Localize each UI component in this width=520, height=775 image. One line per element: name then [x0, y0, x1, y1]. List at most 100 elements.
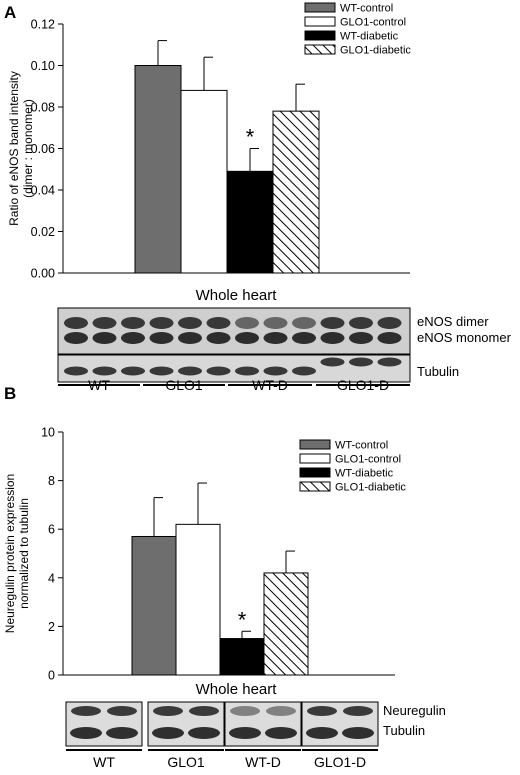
legend-label-wt-diabetic: WT-diabetic — [340, 31, 399, 43]
panel-letter-b: B — [4, 384, 17, 403]
neuregulin-band — [343, 706, 373, 716]
enos-dimer-band — [263, 317, 288, 329]
tubulin-band — [188, 727, 220, 739]
tubulin-band — [342, 727, 374, 739]
tubulin-band — [320, 357, 345, 367]
legend-swatch-wt-control — [299, 439, 331, 450]
y-tick-label: 0 — [48, 669, 55, 683]
band-label-tubulin: Tubulin — [417, 364, 459, 379]
enos-dimer-band — [292, 317, 316, 329]
enos-monomer-band — [149, 332, 174, 344]
legend-swatch-glo1-control — [304, 16, 336, 27]
y-tick-label: 4 — [48, 571, 55, 585]
enos-monomer-band — [263, 332, 288, 344]
y-tick-label: 0.04 — [31, 184, 55, 198]
tubulin-band — [206, 366, 231, 376]
tubulin-band — [377, 357, 402, 367]
bar-wt-control — [131, 535, 177, 676]
tubulin-band — [178, 366, 202, 376]
enos-dimer-band — [206, 317, 231, 329]
group-label-glo1-d: GLO1-D — [314, 754, 366, 770]
enos-dimer-band — [320, 317, 345, 329]
enos-monomer-band — [320, 332, 345, 344]
enos-dimer-band — [178, 317, 202, 329]
enos-monomer-band — [377, 332, 402, 344]
enos-monomer-band — [235, 332, 259, 344]
x-axis-label: Whole heart — [196, 287, 278, 304]
group-label-wt: WT — [88, 377, 110, 390]
legend-label-glo1-diabetic: GLO1-diabetic — [335, 482, 406, 494]
neuregulin-band — [230, 706, 260, 716]
legend-swatch-wt-diabetic — [304, 30, 336, 41]
y-tick-label: 0.06 — [31, 142, 55, 156]
bar-glo1-control — [175, 523, 221, 676]
y-axis-title-line: Neuregulin protein expression — [3, 474, 17, 633]
y-axis-title-line: Ratio of eNOS band intensity — [7, 71, 21, 226]
group-label-glo1-d: GLO1-D — [337, 377, 389, 390]
significance-marker: * — [246, 125, 255, 150]
neuregulin-band — [153, 706, 183, 716]
neuregulin-band — [307, 706, 337, 716]
chart-a: 0.00 0.02 0.04 0.06 0.08 0.10 0.12 Ratio of eNO… — [7, 2, 512, 390]
x-axis-label: Whole heart — [196, 681, 278, 698]
y-tick-label: 8 — [48, 474, 55, 488]
legend-swatch-glo1-diabetic — [299, 481, 331, 492]
tubulin-band — [121, 366, 145, 376]
y-axis-title-line: (dimer : monomer) — [21, 99, 35, 198]
y-tick-label: 6 — [48, 523, 55, 537]
y-tick-label: 0.02 — [31, 225, 55, 239]
tubulin-band — [106, 727, 138, 739]
tubulin-band — [229, 727, 261, 739]
group-label-wt: WT — [93, 754, 115, 770]
legend-swatch-wt-control — [304, 2, 336, 13]
tubulin-band — [92, 366, 117, 376]
legend-label-glo1-diabetic: GLO1-diabetic — [340, 45, 411, 57]
tubulin-band — [152, 727, 184, 739]
tubulin-band — [306, 727, 338, 739]
bar-glo1-control — [180, 89, 228, 274]
group-label-wt-d: WT-D — [245, 754, 281, 770]
y-tick-label: 2 — [48, 620, 55, 634]
tubulin-band — [70, 727, 102, 739]
tubulin-band — [263, 366, 288, 376]
panel-letter-a: A — [4, 3, 17, 22]
legend-swatch-glo1-control — [299, 453, 331, 464]
neuregulin-band — [71, 706, 101, 716]
y-axis-title: Neuregulin protein expressionnormalized … — [3, 474, 31, 633]
band-label-enos-monomer: eNOS monomer — [417, 330, 512, 345]
bar-wt-diabetic — [226, 170, 274, 274]
enos-monomer-band — [64, 332, 88, 344]
enos-monomer-band — [349, 332, 373, 344]
tubulin-band — [235, 366, 259, 376]
neuregulin-band — [107, 706, 137, 716]
band-label-tubulin: Tubulin — [383, 723, 425, 738]
legend-label-glo1-control: GLO1-control — [340, 17, 406, 29]
y-tick-label: 0.10 — [31, 59, 55, 73]
enos-dimer-band — [377, 317, 402, 329]
enos-dimer-band — [121, 317, 145, 329]
bar-glo1-diabetic — [272, 110, 320, 274]
tubulin-band — [149, 366, 174, 376]
legend-label-wt-diabetic: WT-diabetic — [335, 468, 394, 480]
bar-wt-diabetic — [219, 638, 265, 676]
legend-label-wt-control: WT-control — [335, 440, 388, 452]
y-tick-label: 0.12 — [31, 18, 55, 32]
enos-monomer-band — [292, 332, 316, 344]
neuregulin-band — [189, 706, 219, 716]
legend-label-wt-control: WT-control — [340, 3, 393, 15]
group-label-wt-d: WT-D — [252, 377, 288, 390]
y-tick-label: 0.00 — [31, 267, 55, 281]
tubulin-band — [349, 357, 373, 367]
legend-label-glo1-control: GLO1-control — [335, 454, 401, 466]
y-axis-title: Ratio of eNOS band intensity(dimer : mon… — [7, 71, 35, 226]
band-label-neuregulin: Neuregulin — [383, 703, 446, 718]
enos-blot-image — [57, 307, 411, 355]
chart-b: 0 2 4 6 8 10 Neuregulin protein expressionnorm… — [3, 426, 446, 771]
tubulin-band — [265, 727, 297, 739]
legend-swatch-glo1-diabetic — [304, 44, 336, 55]
tubulin-band — [292, 366, 316, 376]
band-label-enos-dimer: eNOS dimer — [417, 314, 489, 329]
y-axis-title-line: normalized to tubulin — [17, 498, 31, 609]
enos-dimer-band — [149, 317, 174, 329]
enos-dimer-band — [235, 317, 259, 329]
